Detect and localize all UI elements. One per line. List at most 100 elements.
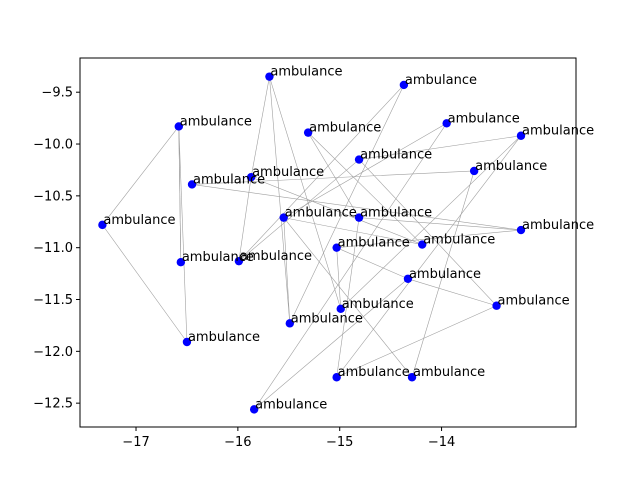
data-point: [399, 80, 409, 90]
point-label: ambulance: [291, 311, 363, 326]
data-point: [403, 274, 413, 283]
edge-line: [407, 278, 497, 307]
point-label: ambulance: [240, 249, 312, 264]
data-point: [332, 243, 341, 252]
data-point: [354, 155, 364, 164]
data-point: [285, 319, 295, 328]
edge-line: [358, 159, 497, 306]
data-point: [442, 119, 451, 128]
y-tick-label: −11.0: [33, 241, 73, 256]
data-point: [279, 213, 288, 222]
edge-line: [250, 76, 270, 178]
edge-line: [269, 76, 291, 324]
x-axis: −17 −16 −15 −14: [122, 427, 455, 450]
edge-line: [359, 135, 522, 160]
point-label: ambulance: [182, 250, 254, 265]
point-label: ambulance: [188, 330, 260, 345]
data-point: [249, 405, 259, 414]
x-tick-label: −15: [326, 435, 353, 450]
data-point: [516, 225, 526, 235]
edge-line: [191, 184, 522, 231]
point-label: ambulance: [338, 236, 410, 251]
point-label: ambulance: [338, 365, 410, 380]
point-label: ambulance: [522, 218, 594, 233]
edge-line: [253, 278, 409, 410]
edge-layer: [102, 76, 522, 410]
edge-line: [307, 132, 423, 245]
edge-line: [102, 126, 180, 226]
data-point: [265, 72, 274, 81]
point-label: ambulance: [255, 397, 327, 412]
data-point: [176, 257, 186, 267]
point-label: ambulance: [270, 65, 342, 80]
point-label: ambulance: [413, 365, 485, 380]
edge-line: [336, 247, 342, 309]
edge-line: [102, 224, 188, 343]
data-point: [303, 128, 313, 137]
edge-line: [336, 247, 409, 280]
y-tick-label: −9.5: [41, 86, 73, 101]
y-axis: −9.5 −10.0 −10.5 −11.0 −11.5 −12.0 −12.5: [33, 86, 80, 412]
edge-line: [238, 177, 252, 262]
edge-line: [336, 229, 522, 248]
point-label: ambulance: [252, 165, 324, 180]
data-point: [492, 301, 501, 310]
point-label: ambulance: [405, 73, 477, 88]
data-point: [98, 220, 107, 230]
point-label: ambulance: [423, 233, 495, 248]
data-point: [246, 172, 256, 182]
edge-line: [178, 126, 188, 343]
data-point: [418, 240, 427, 249]
edge-line: [250, 176, 423, 245]
data-point: [469, 166, 479, 176]
point-label: ambulance: [309, 121, 381, 136]
point-label: ambulance: [522, 124, 594, 139]
edge-line: [336, 135, 522, 378]
point-label: ambulance: [180, 114, 252, 129]
x-tick-label: −14: [428, 435, 455, 450]
data-point: [182, 337, 192, 347]
edge-line: [307, 132, 360, 218]
edge-line: [269, 76, 342, 309]
x-tick-label: −17: [122, 435, 149, 450]
point-label: ambulance: [409, 267, 481, 282]
point-label: ambulance: [193, 172, 265, 187]
edge-line: [238, 159, 360, 262]
data-point: [187, 180, 197, 189]
data-point: [354, 213, 364, 222]
point-label: ambulance: [448, 111, 520, 126]
edge-line: [336, 305, 497, 378]
point-layer: [98, 72, 526, 414]
point-label: ambulance: [103, 213, 175, 228]
edge-line: [411, 170, 475, 378]
edge-line: [283, 217, 291, 324]
edge-line: [238, 84, 405, 262]
edge-line: [253, 123, 447, 410]
data-point: [516, 131, 526, 140]
edge-line: [178, 126, 182, 263]
point-label: ambulance: [360, 148, 432, 163]
edge-line: [192, 170, 475, 185]
point-label: ambulance: [475, 159, 547, 174]
data-point: [407, 373, 417, 382]
edge-line: [359, 217, 522, 231]
point-label: ambulance: [360, 206, 432, 221]
y-tick-label: −12.0: [33, 345, 73, 360]
x-tick-label: −16: [224, 435, 251, 450]
point-label: ambulance: [498, 294, 570, 309]
data-point: [336, 304, 345, 314]
y-tick-label: −10.5: [33, 189, 73, 204]
point-label: ambulance: [285, 206, 357, 221]
edge-line: [283, 217, 423, 245]
edge-line: [336, 217, 360, 378]
data-point: [234, 256, 244, 266]
edge-line: [289, 84, 405, 324]
y-tick-label: −11.5: [33, 293, 73, 308]
data-point: [332, 373, 341, 382]
edge-line: [283, 123, 447, 218]
data-point: [174, 122, 183, 131]
plot-frame: [79, 57, 577, 428]
point-label: ambulance: [342, 297, 414, 312]
